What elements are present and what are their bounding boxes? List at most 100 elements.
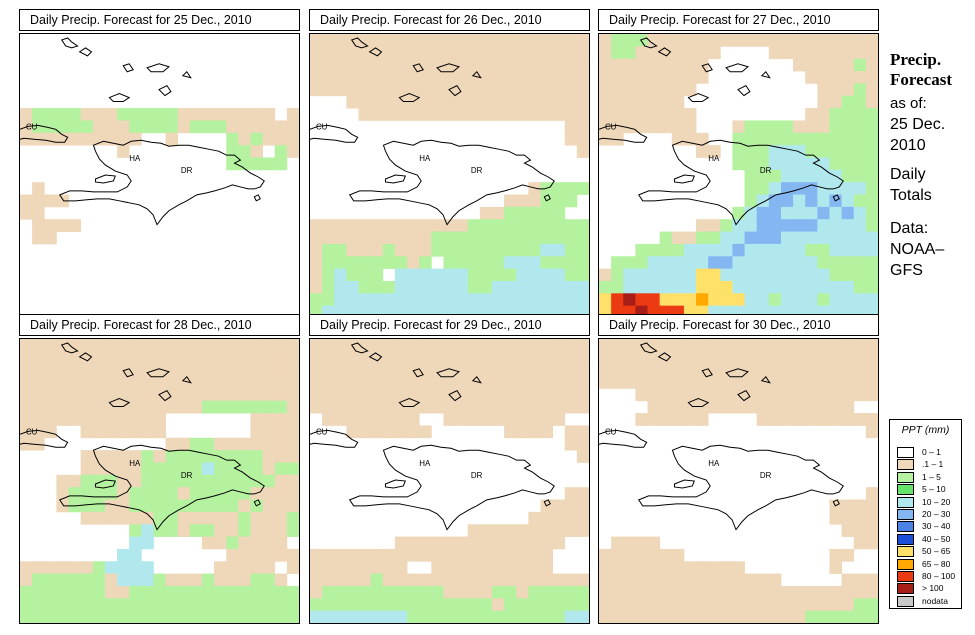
precip-cell: [853, 280, 867, 294]
precip-cell: [516, 573, 529, 587]
precip-cell: [370, 425, 384, 439]
precip-cell: [599, 268, 612, 282]
precip-cell: [540, 363, 554, 377]
panel-title: Daily Precip. Forecast for 25 Dec., 2010: [19, 9, 300, 31]
precip-cell: [647, 34, 661, 47]
precip-cell: [141, 363, 154, 377]
legend-label: 10 – 20: [922, 496, 951, 507]
precip-cell: [455, 219, 469, 232]
precip-cell: [153, 487, 166, 500]
precip-cell: [805, 268, 818, 282]
precip-cell: [552, 268, 566, 282]
precip-cell: [80, 573, 94, 587]
precip-cell: [780, 194, 794, 208]
precip-cell: [358, 610, 372, 623]
precip-cell: [419, 46, 432, 60]
precip-cell: [358, 95, 372, 109]
legend-label: 5 – 10: [922, 484, 946, 495]
precip-cell: [744, 34, 758, 47]
precip-cell: [853, 34, 867, 47]
legend-label: > 100: [922, 583, 944, 594]
precip-cell: [732, 573, 745, 587]
precip-cell: [768, 280, 782, 294]
precip-cell: [56, 120, 69, 134]
precip-cell: [68, 487, 82, 500]
precip-cell: [659, 71, 673, 84]
precip-cell: [671, 256, 685, 270]
precip-cell: [647, 58, 661, 72]
precip-cell: [80, 339, 94, 352]
precip-cell: [504, 34, 517, 47]
precip-cell: [683, 108, 697, 121]
precip-cell: [250, 413, 264, 426]
precip-cell: [274, 450, 288, 463]
precip-cell: [528, 34, 541, 47]
precip-cell: [250, 376, 264, 389]
precip-cell: [141, 120, 154, 134]
precip-cell: [805, 120, 818, 134]
precip-cell: [659, 280, 673, 294]
precip-cell: [491, 585, 505, 599]
precip-cell: [696, 363, 709, 377]
precip-cell: [564, 524, 578, 537]
precip-cell: [467, 280, 481, 294]
precip-cell: [841, 157, 855, 171]
precip-cell: [696, 132, 709, 146]
precip-cell: [683, 231, 697, 245]
precip-cell: [504, 108, 517, 121]
precip-cell: [226, 598, 239, 612]
precip-cell: [504, 243, 517, 257]
coastline: [639, 342, 658, 354]
precip-cell: [455, 243, 469, 257]
coastline: [253, 499, 261, 507]
precip-cell: [201, 376, 215, 389]
precip-cell: [564, 376, 578, 389]
precip-cell: [346, 413, 359, 426]
precip-cell: [671, 268, 685, 282]
precip-cell: [805, 598, 818, 612]
precip-cell: [262, 376, 276, 389]
precip-cell: [394, 95, 408, 109]
precip-cell: [201, 363, 215, 377]
precip-cell: [817, 169, 830, 183]
precip-cell: [552, 363, 566, 377]
precip-cell: [829, 58, 843, 72]
precip-cell: [358, 413, 372, 426]
precip-cell: [358, 388, 372, 402]
precip-cell: [165, 511, 179, 525]
precip-cell: [80, 474, 94, 488]
coastline: [368, 47, 383, 57]
precip-cell: [528, 268, 541, 282]
legend-swatch: [897, 459, 914, 471]
precip-cell: [865, 182, 878, 195]
precip-cell: [80, 425, 94, 439]
precip-cell: [129, 536, 142, 550]
precip-cell: [214, 561, 227, 575]
precip-cell: [853, 585, 867, 599]
precip-cell: [80, 400, 94, 414]
precip-cell: [322, 339, 335, 352]
precip-cell: [322, 598, 335, 612]
precip-cell: [431, 293, 444, 307]
precip-cell: [177, 376, 191, 389]
precip-cell: [623, 598, 636, 612]
precip-cell: [635, 573, 648, 587]
precip-cell: [322, 376, 335, 389]
coastline: [436, 368, 460, 378]
precip-cell: [817, 598, 830, 612]
precip-cell: [32, 363, 45, 377]
precip-cell: [696, 339, 709, 352]
precip-cell: [647, 46, 661, 60]
precip-cell: [346, 400, 359, 414]
precip-cell: [635, 46, 648, 60]
precip-cell: [853, 413, 867, 426]
precip-cell: [382, 388, 396, 402]
precip-cell: [153, 450, 166, 463]
precip-cell: [467, 388, 481, 402]
precip-cell: [177, 610, 191, 623]
precip-cell: [853, 376, 867, 389]
precip-cell: [407, 280, 420, 294]
precip-cell: [32, 108, 45, 121]
